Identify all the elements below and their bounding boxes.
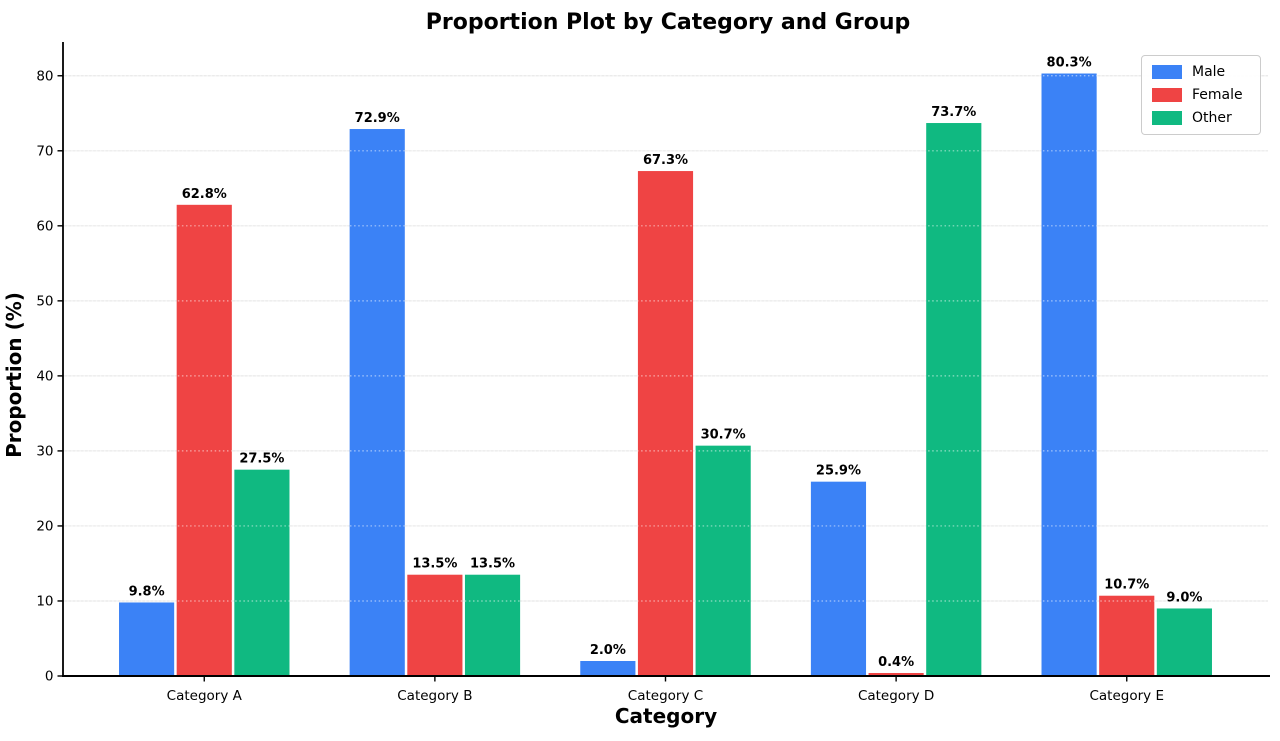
y-tick-label: 60: [36, 219, 53, 235]
legend-label: Male: [1192, 64, 1226, 80]
bar-female-category-e: [1099, 595, 1155, 676]
x-tick-label: Category A: [167, 688, 243, 704]
legend-label: Other: [1192, 110, 1232, 126]
bar-other-category-d: [926, 123, 982, 676]
bar-value-label: 13.5%: [412, 557, 457, 572]
bar-female-category-b: [407, 574, 463, 676]
bar-value-label: 10.7%: [1104, 578, 1149, 593]
y-tick-label: 70: [36, 143, 53, 159]
bar-other-category-b: [464, 574, 521, 676]
bar-male-category-a: [119, 602, 175, 676]
bar-value-label: 62.8%: [182, 187, 227, 202]
bar-other-category-e: [1156, 608, 1212, 676]
bar-value-label: 9.0%: [1166, 590, 1202, 605]
bar-male-category-e: [1041, 73, 1097, 676]
chart-title: Proportion Plot by Category and Group: [426, 10, 910, 35]
x-tick-label: Category B: [397, 688, 472, 704]
x-tick-label: Category D: [858, 688, 934, 704]
bar-value-label: 2.0%: [590, 643, 626, 658]
bar-value-label: 67.3%: [643, 153, 688, 168]
bar-value-label: 80.3%: [1047, 56, 1092, 71]
bar-female-category-a: [176, 204, 232, 676]
bar-male-category-b: [349, 129, 405, 677]
legend-swatch-female: [1152, 88, 1182, 102]
y-axis-label: Proportion (%): [2, 292, 26, 458]
legend-item-female: Female: [1152, 87, 1250, 103]
legend-swatch-male: [1152, 65, 1182, 79]
bar-value-label: 25.9%: [816, 464, 861, 479]
legend-swatch-other: [1152, 111, 1182, 125]
y-tick-label: 0: [45, 669, 54, 685]
bar-value-label: 13.5%: [470, 557, 515, 572]
plot-area: 9.8% 72.9% 2.0% 25.9% 80.3% 62.8% 13.5% 67.3% 0.…: [36, 42, 1270, 704]
bar-male-category-d: [810, 481, 867, 676]
legend-label: Female: [1192, 87, 1243, 103]
bar-male-category-c: [580, 660, 636, 676]
legend-item-other: Other: [1152, 110, 1250, 126]
bar-value-label: 0.4%: [878, 655, 914, 670]
x-axis-label: Category: [615, 704, 717, 728]
y-tick-label: 80: [36, 68, 53, 84]
y-tick-label: 30: [36, 444, 53, 460]
x-tick-label: Category C: [628, 688, 703, 704]
x-tick-label: Category E: [1089, 688, 1164, 704]
bar-value-label: 9.8%: [129, 584, 165, 599]
bar-other-category-a: [234, 469, 290, 676]
bar-female-category-d: [868, 672, 924, 676]
y-tick-label: 50: [36, 294, 53, 310]
bar-value-label: 73.7%: [931, 105, 976, 120]
bar-value-label: 30.7%: [701, 428, 746, 443]
legend-item-male: Male: [1152, 64, 1250, 80]
bar-value-label: 72.9%: [355, 111, 400, 126]
y-tick-label: 20: [36, 519, 53, 535]
bar-other-category-c: [695, 445, 751, 676]
bar-value-label: 27.5%: [239, 452, 284, 467]
y-tick-label: 40: [36, 369, 53, 385]
legend: Male Female Other: [1141, 55, 1261, 135]
bar-female-category-c: [637, 171, 694, 676]
y-tick-label: 10: [36, 594, 53, 610]
